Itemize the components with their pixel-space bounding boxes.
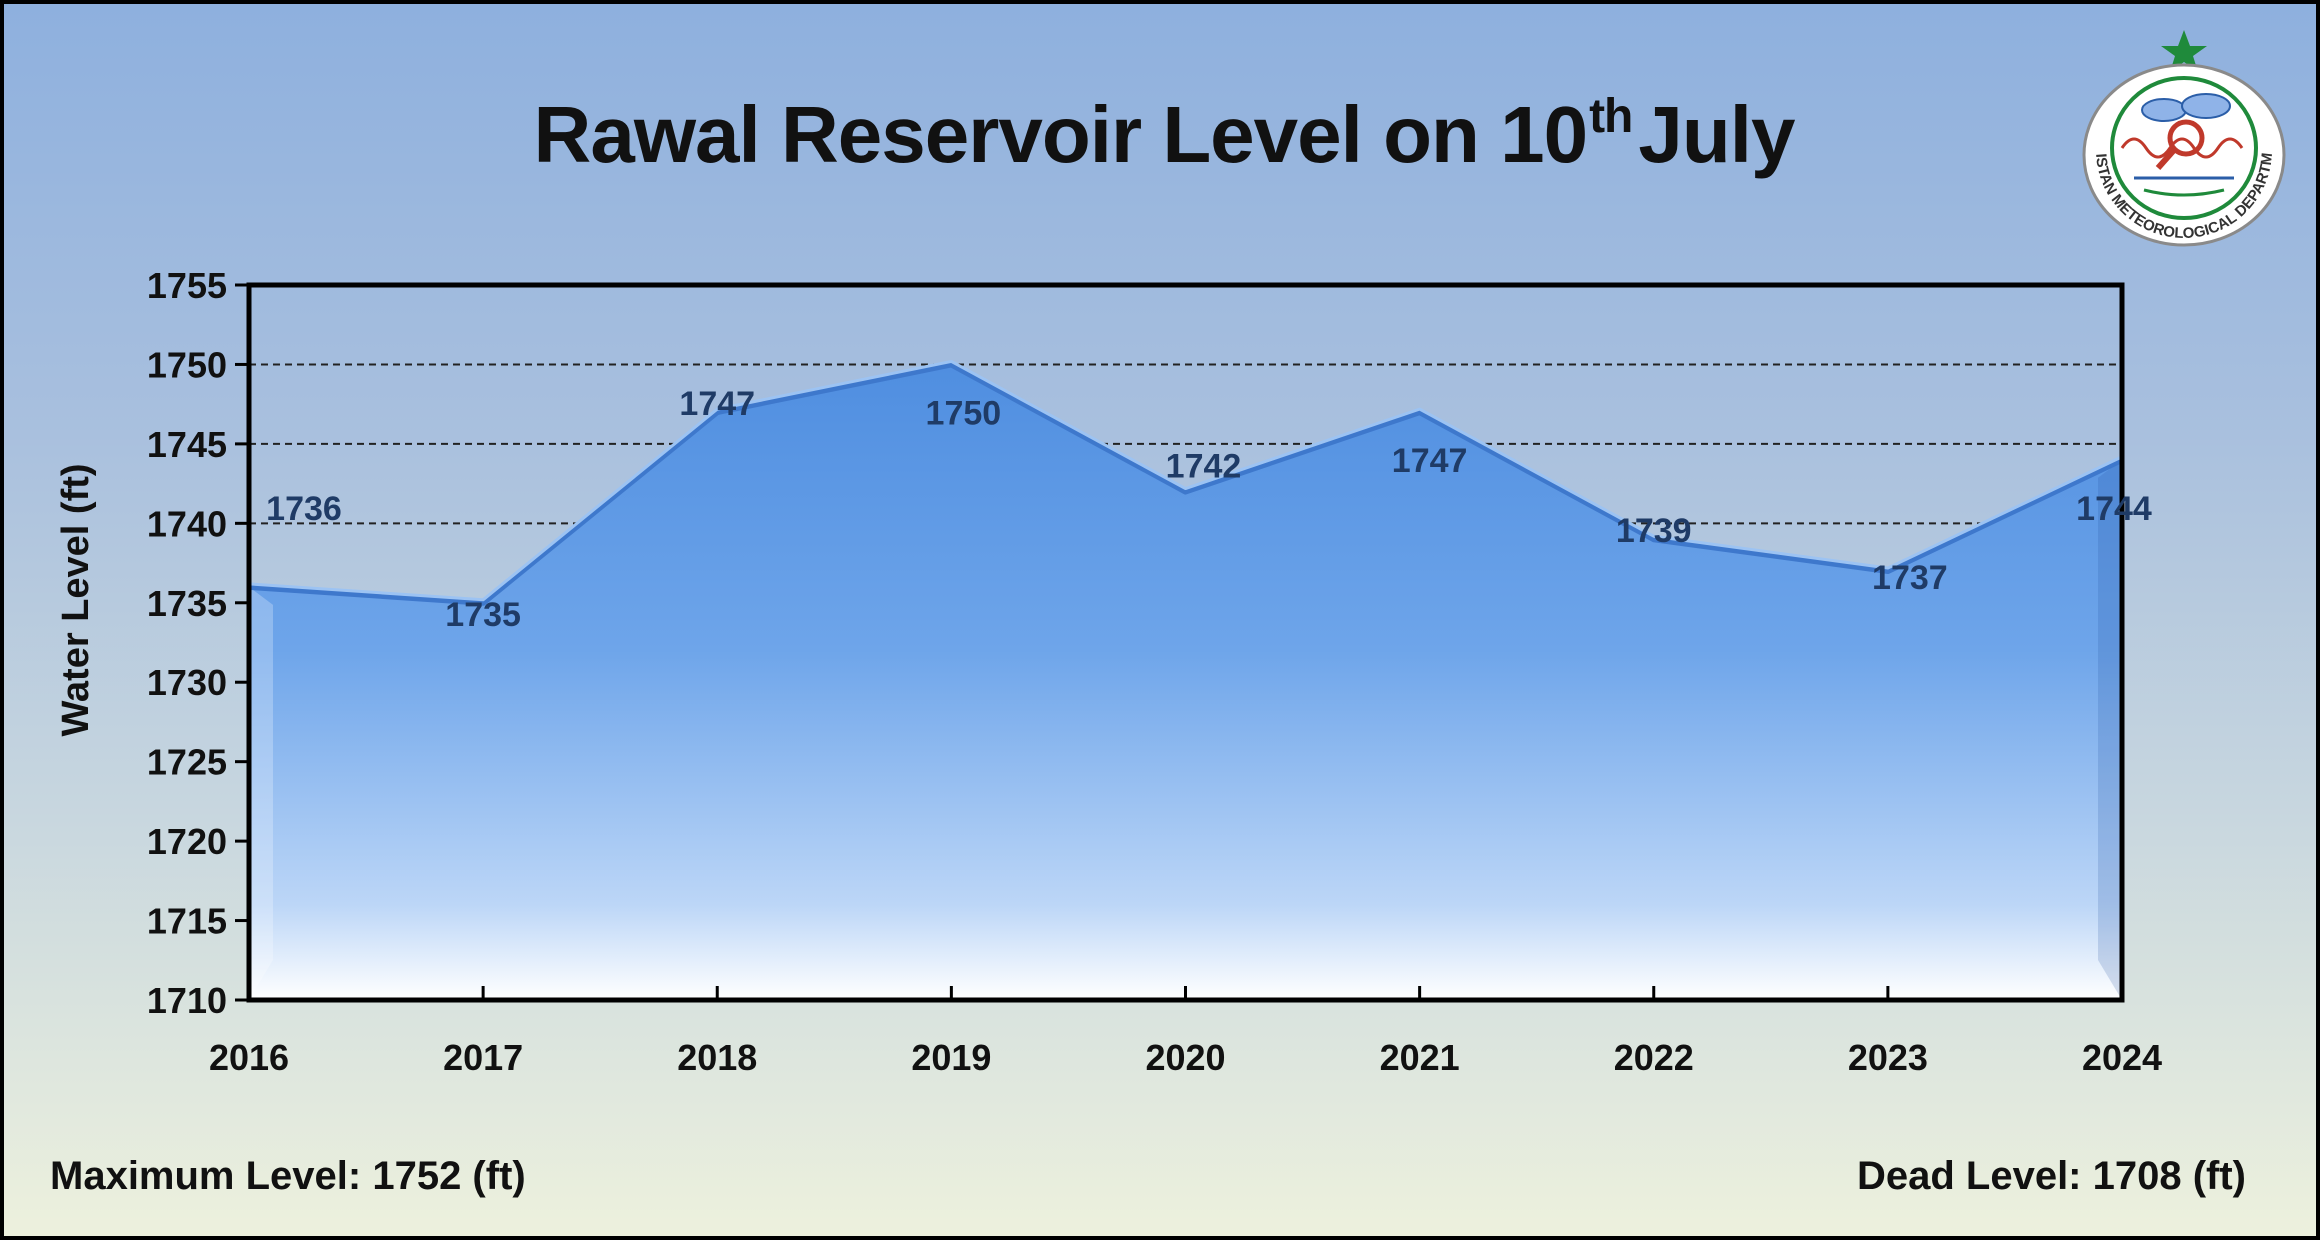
y-tick-label: 1735 [147,583,227,624]
data-label: 1739 [1616,512,1692,550]
x-tick-label: 2022 [1614,1037,1694,1078]
area-series [248,359,2124,1000]
x-tick-label: 2021 [1380,1037,1460,1078]
title-superscript: th [1589,90,1633,143]
y-axis-title: Water Level (ft) [55,463,97,736]
title-end: July [1638,90,1795,179]
maximum-level-note: Maximum Level: 1752 (ft) [50,1154,526,1198]
y-tick-label: 1750 [147,344,227,385]
y-axis-ticks: 1710 1715 1720 1725 1730 1735 1740 1745 1750 1755 [147,265,249,1021]
y-tick-label: 1725 [147,742,227,783]
data-label: 1742 [1166,448,1242,486]
area-bevel-right [2098,459,2122,1000]
data-label: 1747 [679,385,755,423]
x-tick-label: 2023 [1848,1037,1928,1078]
x-tick-label: 2024 [2082,1037,2162,1078]
area-top-shadow [248,361,2124,606]
chart-title: Rawal Reservoir Level on 10thJuly [4,89,2320,181]
y-tick-label: 1720 [147,821,227,862]
y-tick-label: 1710 [147,980,227,1021]
data-label: 1737 [1872,559,1948,597]
y-tick-label: 1730 [147,662,227,703]
x-tick-label: 2020 [1145,1037,1225,1078]
x-tick-label: 2017 [443,1037,523,1078]
data-label: 1744 [2076,490,2152,528]
y-tick-label: 1740 [147,503,227,544]
area-bevel-left [249,586,273,1000]
data-label: 1750 [926,394,1002,432]
pmd-logo: PAKISTAN METEOROLOGICAL DEPARTMENT [2074,30,2286,247]
star-icon [2161,30,2207,72]
x-axis-ticks: 2016 2017 2018 2019 2020 2021 2022 2023 2024 [209,986,2162,1078]
y-tick-label: 1755 [147,265,227,306]
dead-level-note: Dead Level: 1708 (ft) [1856,1154,2246,1198]
area-fill [249,364,2122,1000]
y-tick-label: 1745 [147,424,227,465]
data-label: 1735 [445,596,521,634]
y-tick-label: 1715 [147,901,227,942]
area-top-highlight [248,359,2123,602]
data-label: 1736 [266,490,342,528]
x-tick-label: 2018 [677,1037,757,1078]
x-tick-label: 2016 [209,1037,289,1078]
data-label: 1747 [1392,442,1468,480]
title-main: Rawal Reservoir Level on 10 [533,90,1589,179]
data-labels: 1736 1735 1747 1750 1742 1747 1739 1737 1744 [266,385,2152,634]
x-tick-label: 2019 [911,1037,991,1078]
